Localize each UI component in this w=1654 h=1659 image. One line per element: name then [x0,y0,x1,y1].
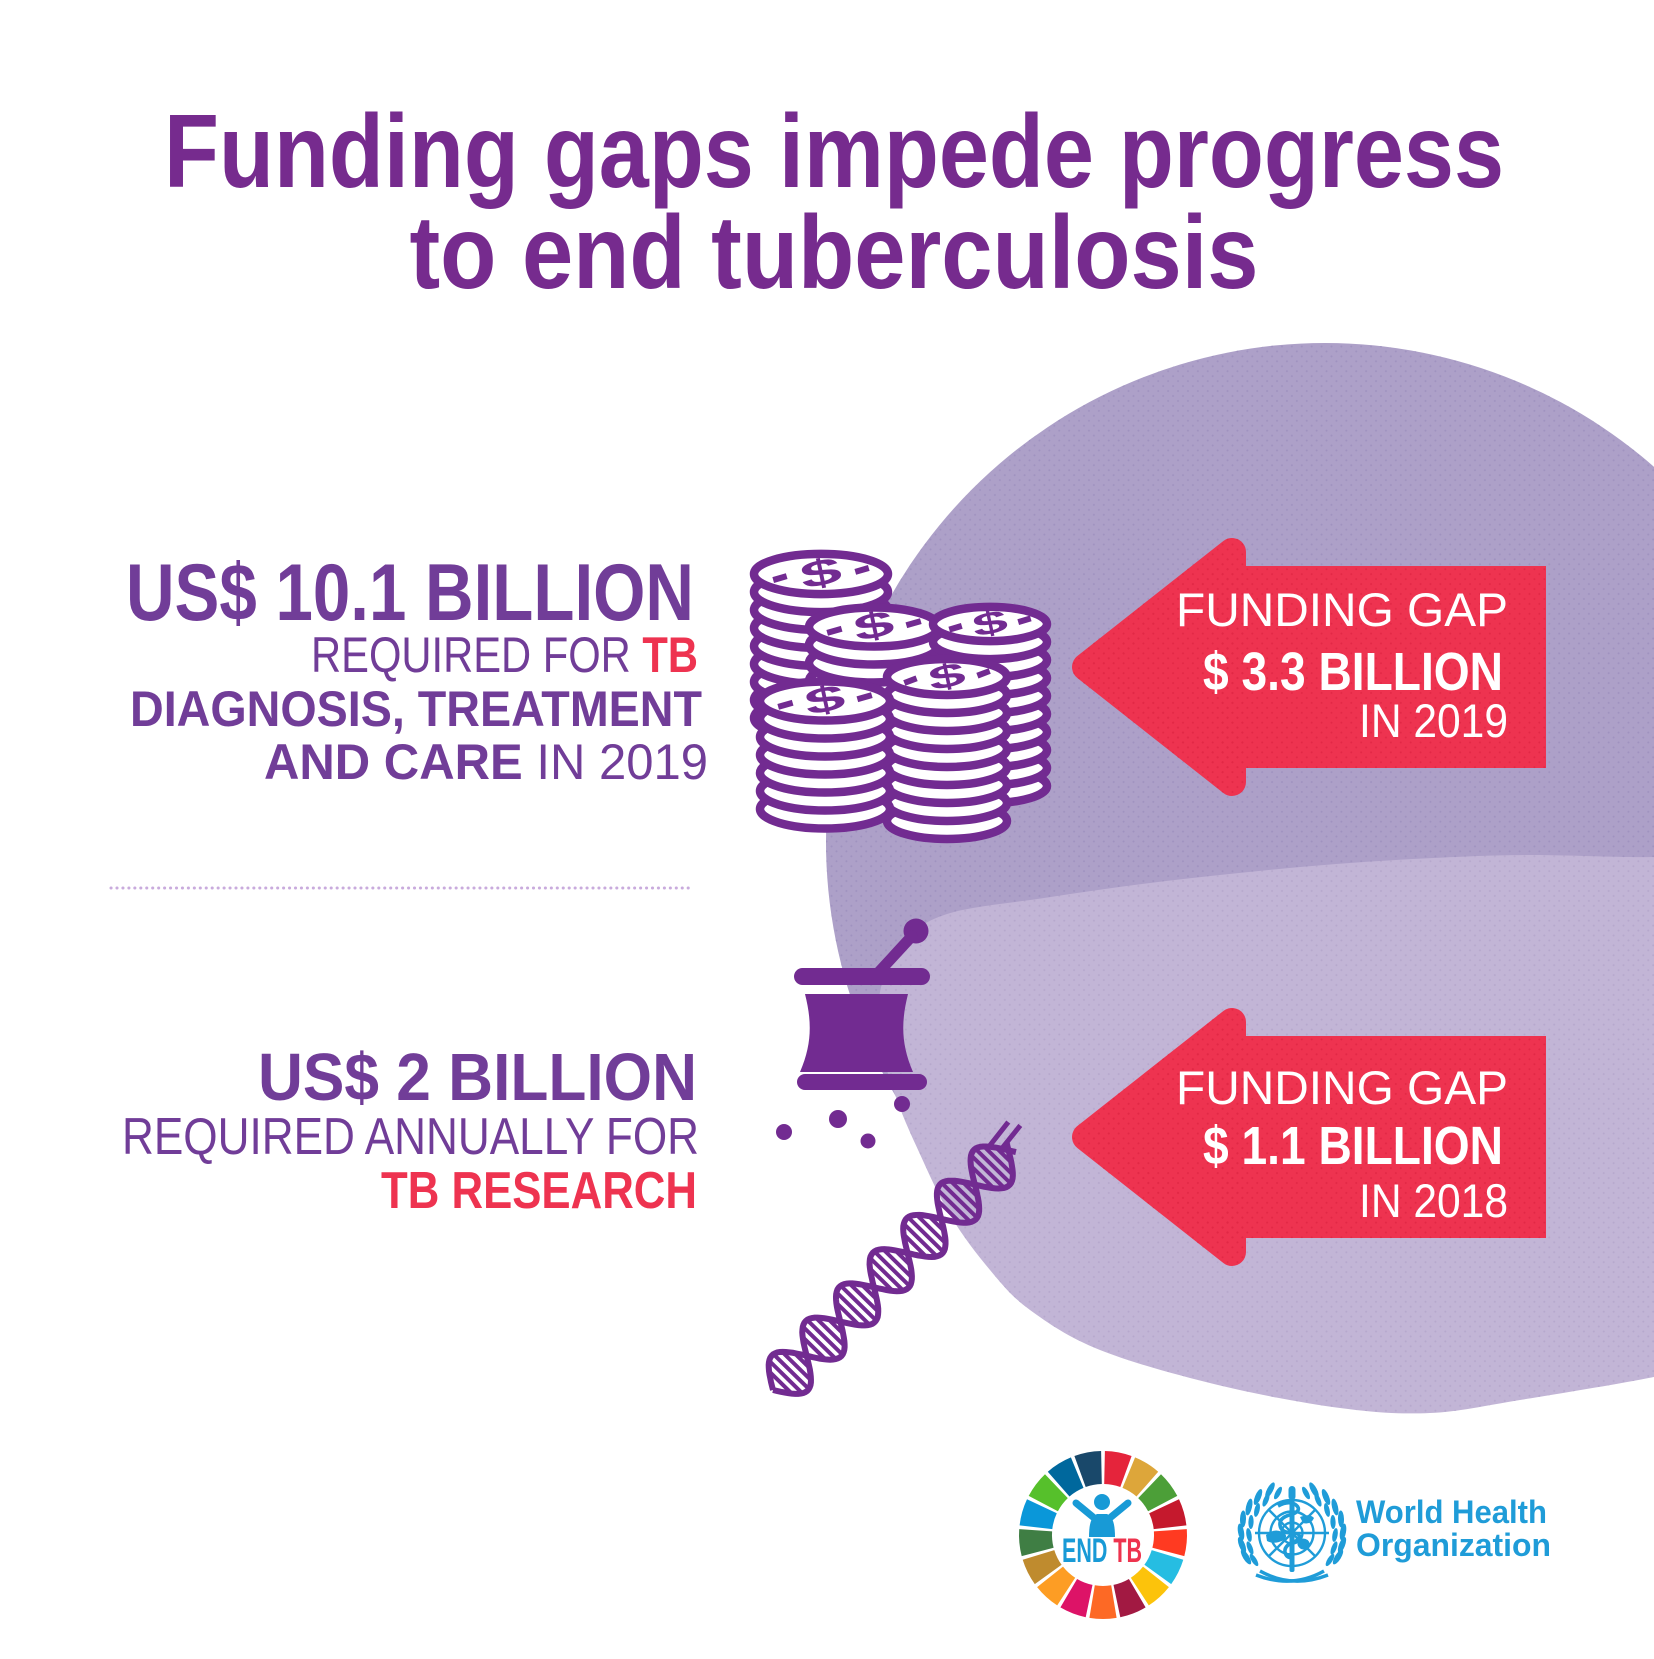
svg-text:Organization: Organization [1356,1527,1551,1563]
svg-text:$: $ [969,602,1011,644]
svg-text:DIAGNOSIS, TREATMENT: DIAGNOSIS, TREATMENT [130,681,702,737]
svg-text:FUNDING GAP: FUNDING GAP [1176,583,1508,636]
svg-text:World Health: World Health [1356,1494,1547,1530]
svg-text:TB RESEARCH: TB RESEARCH [381,1162,697,1220]
svg-text:$: $ [796,549,845,598]
svg-text:$ 1.1 BILLION: $ 1.1 BILLION [1203,1116,1503,1176]
svg-text:$: $ [801,676,849,724]
svg-text:$: $ [850,602,898,650]
svg-text:US$ 10.1 BILLION: US$ 10.1 BILLION [126,548,694,638]
svg-text:US$ 2 BILLION: US$ 2 BILLION [258,1040,697,1115]
svg-text:REQUIRED ANNUALLY FOR: REQUIRED ANNUALLY FOR [122,1108,699,1166]
svg-text:FUNDING GAP: FUNDING GAP [1176,1061,1508,1114]
svg-text:to end tuberculosis: to end tuberculosis [410,195,1259,311]
svg-text:$: $ [925,655,969,699]
svg-text:IN 2019: IN 2019 [1359,694,1508,747]
svg-text:END TB: END TB [1062,1532,1142,1570]
svg-text:IN 2018: IN 2018 [1359,1174,1508,1227]
svg-text:Funding gaps impede progress: Funding gaps impede progress [164,94,1504,210]
svg-text:$ 3.3 BILLION: $ 3.3 BILLION [1203,642,1503,702]
svg-text:AND CARE IN 2019: AND CARE IN 2019 [264,734,708,790]
svg-text:REQUIRED FOR TB: REQUIRED FOR TB [311,627,698,683]
